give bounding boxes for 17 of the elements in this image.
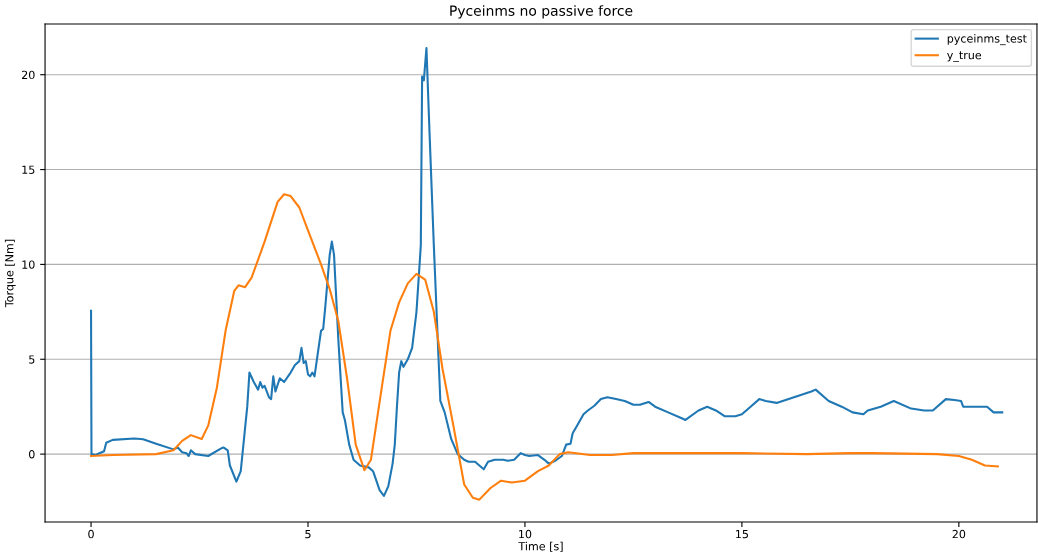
y-tick-label: 0 xyxy=(28,450,35,459)
x-tick-label: 5 xyxy=(305,530,311,539)
x-tick-label: 15 xyxy=(736,530,748,539)
y-tick-label: 20 xyxy=(22,70,35,80)
x-axis-title: Time [s] xyxy=(518,541,563,552)
x-tick-label: 20 xyxy=(952,529,966,539)
chart-title: Pyceinms no passive force xyxy=(450,5,633,19)
x-tick-label: 10 xyxy=(519,529,532,539)
legend-label: y_true xyxy=(947,51,982,62)
y-axis-title: Torque [Nm] xyxy=(4,239,16,308)
y-tick-label: 10 xyxy=(22,260,35,269)
line-series xyxy=(90,47,1004,497)
line-series xyxy=(90,193,999,501)
legend-label: pyceinms_test xyxy=(947,34,1027,46)
y-tick-label: 15 xyxy=(22,165,35,174)
x-tick-label: 0 xyxy=(88,529,94,539)
y-tick-label: 5 xyxy=(29,355,35,364)
